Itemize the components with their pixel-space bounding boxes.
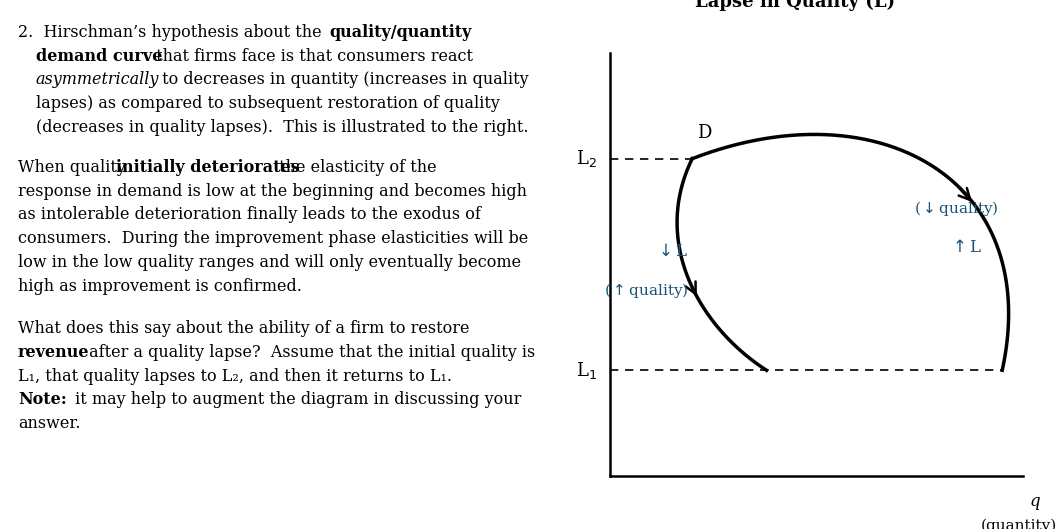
Text: (decreases in quality lapses).  This is illustrated to the right.: (decreases in quality lapses). This is i… — [36, 119, 528, 136]
Text: Note:: Note: — [18, 391, 67, 408]
Text: q: q — [1030, 493, 1041, 510]
Text: that firms face is that consumers react: that firms face is that consumers react — [152, 48, 474, 65]
Text: it may help to augment the diagram in discussing your: it may help to augment the diagram in di… — [70, 391, 522, 408]
Text: consumers.  During the improvement phase elasticities will be: consumers. During the improvement phase … — [18, 230, 528, 247]
Text: lapses) as compared to subsequent restoration of quality: lapses) as compared to subsequent restor… — [36, 95, 499, 112]
Text: low in the low quality ranges and will only eventually become: low in the low quality ranges and will o… — [18, 254, 520, 271]
Text: answer.: answer. — [18, 415, 81, 432]
Text: quality/quantity: quality/quantity — [330, 24, 472, 41]
Text: (quantity): (quantity) — [980, 518, 1057, 529]
Text: $\uparrow$L: $\uparrow$L — [949, 239, 982, 256]
Text: initially deteriorates: initially deteriorates — [116, 159, 299, 176]
Text: ($\downarrow$quality): ($\downarrow$quality) — [915, 199, 1000, 218]
Text: revenue: revenue — [18, 344, 89, 361]
Text: What does this say about the ability of a firm to restore: What does this say about the ability of … — [18, 320, 470, 337]
Text: ($\uparrow$quality): ($\uparrow$quality) — [604, 281, 689, 300]
Text: L$_1$: L$_1$ — [576, 360, 597, 381]
Text: L₁, that quality lapses to L₂, and then it returns to L₁.: L₁, that quality lapses to L₂, and then … — [18, 368, 452, 385]
Text: 2.  Hirschman’s hypothesis about the: 2. Hirschman’s hypothesis about the — [18, 24, 326, 41]
Text: as intolerable deterioration finally leads to the exodus of: as intolerable deterioration finally lea… — [18, 206, 480, 223]
Text: asymmetrically: asymmetrically — [36, 71, 159, 88]
Text: the elasticity of the: the elasticity of the — [275, 159, 437, 176]
Text: $\downarrow$L: $\downarrow$L — [655, 243, 688, 260]
Text: to decreases in quantity (increases in quality: to decreases in quantity (increases in q… — [157, 71, 529, 88]
Text: L$_2$: L$_2$ — [577, 148, 597, 169]
Text: D: D — [697, 124, 711, 142]
Text: demand curve: demand curve — [36, 48, 162, 65]
Text: When quality: When quality — [18, 159, 130, 176]
Text: high as improvement is confirmed.: high as improvement is confirmed. — [18, 278, 302, 295]
Text: response in demand is low at the beginning and becomes high: response in demand is low at the beginni… — [18, 183, 527, 199]
Text: Lapse in Quality (L): Lapse in Quality (L) — [695, 0, 896, 11]
Text: after a quality lapse?  Assume that the initial quality is: after a quality lapse? Assume that the i… — [85, 344, 535, 361]
